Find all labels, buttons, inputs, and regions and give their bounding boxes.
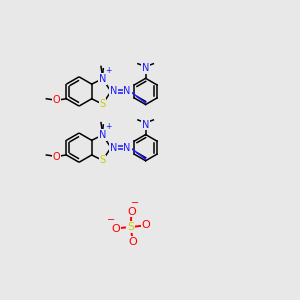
Text: N: N [142, 63, 149, 73]
Text: −: − [107, 215, 116, 225]
Text: N: N [99, 74, 106, 84]
Text: +: + [106, 66, 112, 75]
Text: O: O [52, 95, 60, 105]
Text: N: N [99, 130, 106, 140]
Text: S: S [99, 99, 106, 109]
Text: N: N [142, 119, 149, 130]
Text: S: S [99, 155, 106, 165]
Text: S: S [127, 222, 134, 232]
Text: O: O [127, 207, 136, 217]
Text: O: O [142, 220, 150, 230]
Text: N: N [124, 143, 131, 153]
Text: O: O [52, 152, 60, 161]
Text: O: O [129, 237, 137, 248]
Text: N: N [110, 143, 117, 153]
Text: +: + [106, 122, 112, 131]
Text: −: − [131, 199, 139, 208]
Text: N: N [110, 86, 117, 96]
Text: N: N [124, 86, 131, 96]
Text: O: O [111, 224, 120, 233]
